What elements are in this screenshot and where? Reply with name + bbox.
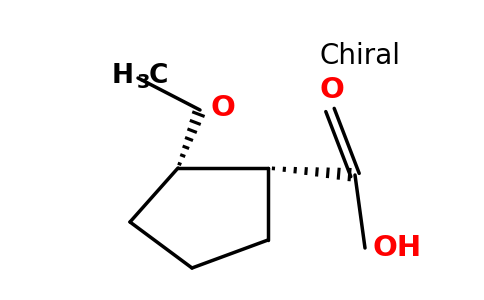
Text: O: O bbox=[210, 94, 235, 122]
Text: H: H bbox=[112, 63, 134, 89]
Text: Chiral: Chiral bbox=[319, 42, 400, 70]
Text: 3: 3 bbox=[137, 73, 151, 92]
Text: O: O bbox=[319, 76, 345, 104]
Text: C: C bbox=[149, 63, 168, 89]
Text: OH: OH bbox=[372, 234, 421, 262]
